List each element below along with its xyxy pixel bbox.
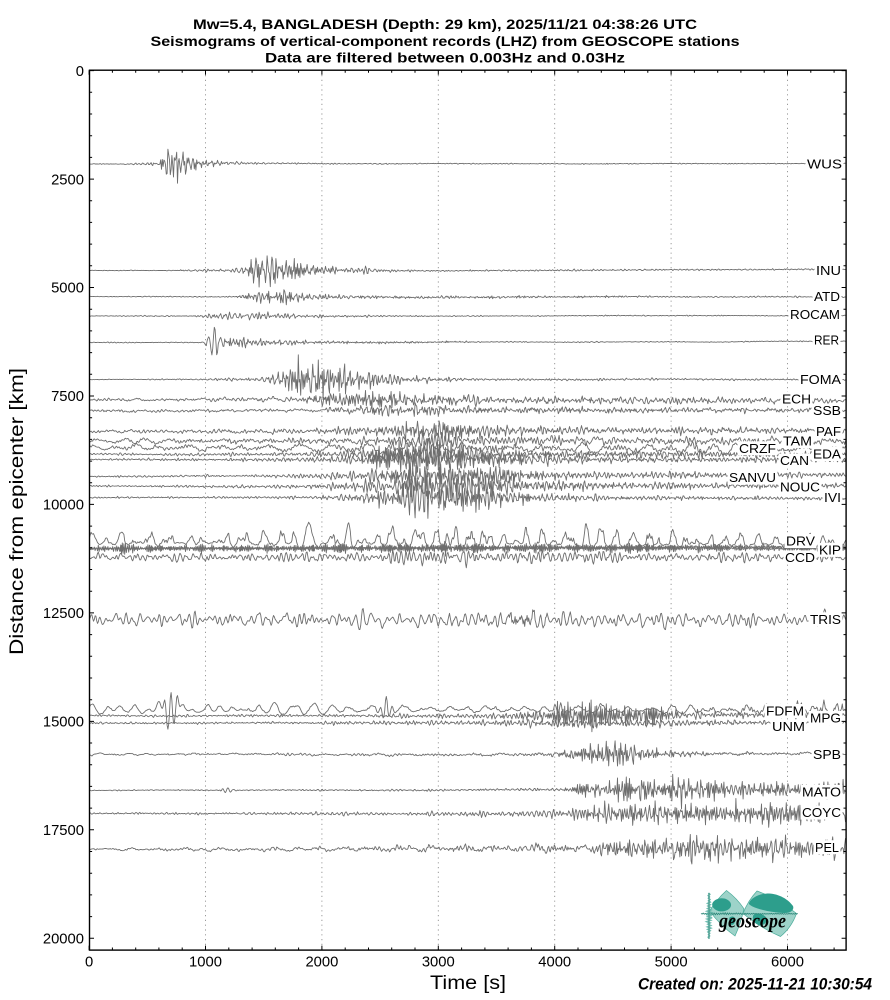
svg-text:Mw=5.4, BANGLADESH (Depth: 29: Mw=5.4, BANGLADESH (Depth: 29 km), 2025/… <box>193 17 697 33</box>
svg-text:FDFM: FDFM <box>766 704 804 719</box>
svg-text:TAM: TAM <box>783 434 812 449</box>
svg-text:SSB: SSB <box>813 403 841 418</box>
svg-text:5000: 5000 <box>51 281 84 297</box>
svg-text:SPB: SPB <box>813 747 841 762</box>
svg-text:CCD: CCD <box>785 550 815 565</box>
svg-text:7500: 7500 <box>51 389 84 405</box>
svg-text:RER: RER <box>814 333 839 348</box>
svg-text:COYC: COYC <box>802 805 841 820</box>
svg-text:DRV: DRV <box>786 534 815 549</box>
svg-text:Distance from epicenter [km]: Distance from epicenter [km] <box>7 368 28 655</box>
svg-text:4000: 4000 <box>538 955 571 971</box>
svg-text:5000: 5000 <box>655 955 688 971</box>
svg-text:2500: 2500 <box>51 172 84 188</box>
svg-text:Data are filtered between 0.00: Data are filtered between 0.003Hz and 0.… <box>265 51 625 67</box>
svg-text:ATD: ATD <box>814 289 840 304</box>
svg-text:10000: 10000 <box>43 498 84 514</box>
svg-text:WUS: WUS <box>807 157 842 172</box>
svg-text:15000: 15000 <box>43 715 84 731</box>
svg-text:CAN: CAN <box>780 453 809 468</box>
svg-text:1000: 1000 <box>189 955 222 971</box>
svg-text:0: 0 <box>85 955 93 971</box>
svg-text:20000: 20000 <box>43 932 84 948</box>
svg-text:geoscope: geoscope <box>718 912 786 933</box>
svg-text:6000: 6000 <box>771 955 804 971</box>
svg-text:FOMA: FOMA <box>800 372 841 387</box>
svg-text:TRIS: TRIS <box>810 612 841 627</box>
svg-text:17500: 17500 <box>43 823 84 839</box>
svg-text:NOUC: NOUC <box>780 480 820 495</box>
svg-text:KIP: KIP <box>819 543 841 558</box>
svg-text:3000: 3000 <box>422 955 455 971</box>
svg-text:0: 0 <box>76 64 84 80</box>
svg-text:12500: 12500 <box>43 606 84 622</box>
svg-text:Seismograms of vertical-compon: Seismograms of vertical-component record… <box>151 34 740 50</box>
svg-text:SANVU: SANVU <box>729 470 776 485</box>
svg-text:Time [s]: Time [s] <box>430 973 506 994</box>
svg-text:EDA: EDA <box>813 447 841 462</box>
svg-text:ROCAM: ROCAM <box>790 307 840 322</box>
svg-text:PEL: PEL <box>815 840 839 855</box>
svg-text:PAF: PAF <box>816 424 841 439</box>
svg-text:2000: 2000 <box>305 955 338 971</box>
svg-text:INU: INU <box>816 263 841 278</box>
svg-text:ECH: ECH <box>782 392 811 407</box>
svg-text:UNM: UNM <box>772 719 805 734</box>
svg-text:MATO: MATO <box>802 785 841 800</box>
svg-text:Created on: 2025-11-21 10:30:5: Created on: 2025-11-21 10:30:54 <box>638 976 872 994</box>
svg-text:IVI: IVI <box>824 490 841 505</box>
svg-text:MPG: MPG <box>810 711 841 726</box>
svg-text:CRZF: CRZF <box>739 441 776 456</box>
